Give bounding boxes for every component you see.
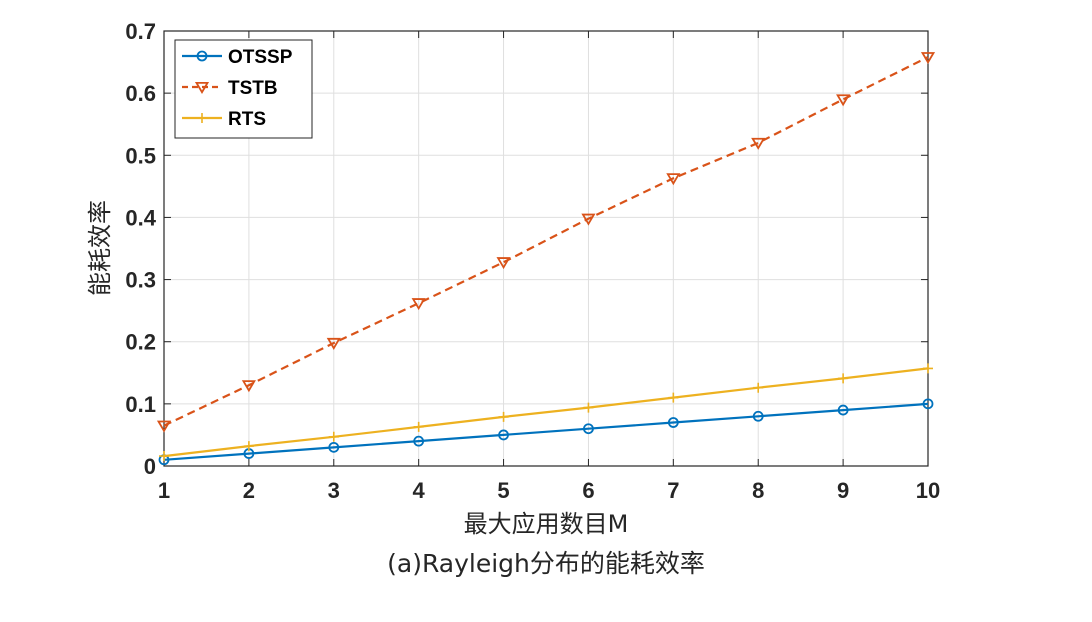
data-point-rts [668, 392, 679, 403]
data-point-otssp [413, 435, 425, 447]
y-tick-label: 0.1 [125, 392, 156, 417]
data-point-tstb [241, 380, 256, 393]
data-point-rts [923, 363, 933, 374]
data-point-otssp [922, 398, 934, 410]
y-tick-label: 0.6 [125, 81, 156, 106]
y-tick-label: 0.3 [125, 268, 156, 293]
ticks: 1 2 3 4 5 6 7 8 9 10 0 0.1 0.2 0.3 0.4 0.5 0.6 0.7 [125, 19, 940, 503]
data-point-tstb [666, 173, 681, 186]
series-line-rts [163, 367, 929, 458]
legend: OTSSP TSTB RTS [174, 39, 313, 139]
x-tick-label: 9 [837, 478, 849, 503]
legend-marker-tstb [194, 81, 210, 95]
x-tick-label: 3 [328, 478, 340, 503]
data-point-rts [753, 382, 764, 393]
x-tick-label: 1 [158, 478, 170, 503]
data-point-otssp [752, 410, 764, 422]
x-tick-label: 4 [413, 478, 426, 503]
x-tick-label: 2 [243, 478, 255, 503]
series-line-otssp [163, 402, 929, 461]
data-point-tstb [326, 337, 341, 350]
chart-caption: (a)Rayleigh分布的能耗效率 [387, 549, 705, 578]
data-point-tstb [156, 420, 172, 433]
series-rts [159, 363, 933, 462]
series-otssp [158, 398, 934, 466]
legend-label-otssp: OTSSP [228, 47, 293, 68]
y-tick-label: 0 [144, 454, 156, 479]
data-point-tstb [920, 52, 936, 65]
y-tick-label: 0.7 [125, 19, 156, 44]
x-tick-label: 7 [667, 478, 679, 503]
x-axis-title: 最大应用数目M [464, 510, 629, 538]
y-tick-label: 0.5 [125, 143, 156, 168]
data-point-otssp [328, 441, 340, 453]
series-tstb [156, 52, 936, 433]
legend-entry-otssp: OTSSP [182, 47, 293, 68]
data-point-otssp [837, 404, 849, 416]
data-point-tstb [836, 94, 851, 107]
data-point-rts [159, 451, 169, 462]
data-point-tstb [581, 213, 596, 226]
data-point-rts [243, 441, 254, 452]
plot-frame [163, 30, 929, 467]
legend-label-tstb: TSTB [228, 78, 278, 99]
data-point-rts [838, 373, 849, 384]
data-point-rts [413, 421, 424, 432]
data-point-tstb [496, 257, 511, 270]
x-tick-label: 6 [582, 478, 594, 503]
data-point-tstb [411, 298, 426, 311]
legend-marker-otssp [196, 50, 208, 62]
x-tick-label: 10 [916, 478, 940, 503]
legend-label-rts: RTS [228, 109, 266, 130]
data-point-tstb [751, 137, 766, 150]
data-point-otssp [498, 429, 509, 441]
legend-marker-rts [197, 113, 207, 123]
y-tick-label: 0.2 [125, 330, 156, 355]
x-tick-label: 5 [497, 478, 509, 503]
data-point-rts [498, 411, 509, 422]
y-tick-label: 0.4 [125, 205, 156, 230]
data-point-rts [583, 402, 594, 413]
series-layer [156, 52, 936, 466]
series-line-tstb [163, 56, 929, 427]
data-point-rts [328, 431, 339, 442]
x-tick-label: 8 [752, 478, 764, 503]
legend-entry-tstb: TSTB [182, 78, 278, 99]
data-point-otssp [667, 417, 679, 428]
y-axis-title: 能耗效率 [86, 200, 114, 296]
data-point-otssp [583, 423, 594, 435]
legend-entry-rts: RTS [182, 109, 266, 130]
